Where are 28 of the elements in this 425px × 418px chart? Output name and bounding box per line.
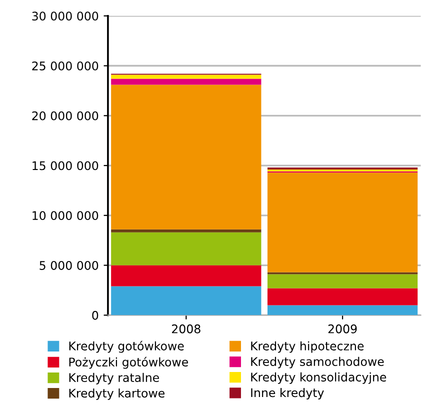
y-tick-label: 30 000 000 xyxy=(32,12,98,21)
bar xyxy=(111,232,262,266)
bar xyxy=(111,265,262,286)
bar xyxy=(111,286,262,316)
legend-label: Kredyty kartowe xyxy=(69,388,164,400)
bar xyxy=(111,74,262,79)
legend-label: Kredyty gotówkowe xyxy=(69,340,184,353)
bar xyxy=(267,305,418,316)
y-tick-label: 10 000 000 xyxy=(32,211,98,220)
y-tick-label: 0 xyxy=(92,310,98,320)
bar xyxy=(267,172,418,272)
bar xyxy=(111,78,262,85)
legend-label: Kredyty ratalne xyxy=(69,372,159,384)
legend-label: Inne kredyty xyxy=(251,388,324,400)
y-tick-label: 5 000 000 xyxy=(40,261,98,270)
bar xyxy=(267,288,418,306)
x-tick-label: 2008 xyxy=(172,324,200,334)
legend-label: Kredyty hipoteczne xyxy=(251,341,364,353)
y-tick-label: 25 000 000 xyxy=(32,61,98,70)
legend-label: Pożyczki gotówkowe xyxy=(69,356,188,369)
bar xyxy=(111,84,262,230)
y-tick-label: 15 000 000 xyxy=(32,161,98,170)
bar xyxy=(111,229,262,232)
y-tick-label: 20 000 000 xyxy=(32,111,98,120)
x-tick-label: 2009 xyxy=(328,324,357,334)
bar xyxy=(267,274,418,288)
legend-label: Kredyty konsolidacyjne xyxy=(251,372,386,384)
legend-label: Kredyty samochodowe xyxy=(251,356,384,368)
